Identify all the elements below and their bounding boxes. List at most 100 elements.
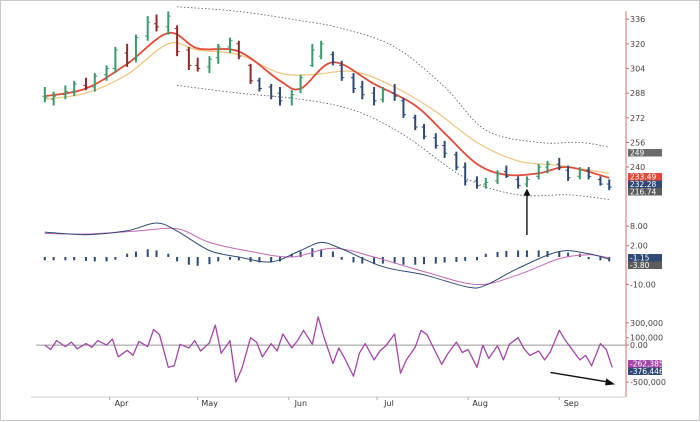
ohlc-bar — [577, 167, 583, 180]
macd-histogram-bar — [505, 250, 508, 257]
macd-histogram-bar — [340, 257, 343, 260]
macd-histogram-bar — [105, 257, 108, 262]
macd-histogram-bar — [373, 257, 376, 265]
macd-histogram-bar — [93, 257, 96, 262]
price-tick-label: 240 — [630, 163, 645, 172]
ohlc-bar — [62, 85, 68, 100]
fast-average-line — [44, 31, 610, 179]
ohlc-bar — [227, 37, 233, 54]
ohlc-bar — [133, 34, 139, 63]
ohlc-bar — [71, 80, 77, 97]
macd-value-label-bg — [628, 261, 662, 269]
macd-histogram-bar — [537, 250, 540, 257]
macd-histogram-bar — [73, 257, 76, 261]
price-value-label: 216.74 — [630, 187, 656, 196]
macd-histogram-bar — [134, 251, 137, 257]
ohlc-bar — [206, 56, 212, 74]
macd-histogram-bar — [126, 253, 129, 257]
ohlc-bar — [371, 86, 377, 106]
down-arrow-icon — [605, 378, 616, 386]
macd-histogram-bar — [176, 257, 179, 262]
oscillator-value-label: -376,446.5 — [630, 367, 671, 376]
macd-histogram-bar — [167, 253, 170, 257]
price-tick-label: 256 — [630, 138, 645, 147]
macd-histogram-bar — [599, 257, 602, 261]
lower-envelope-line — [177, 85, 610, 200]
macd-tick-label: 2.00 — [630, 242, 648, 251]
ohlc-bar — [515, 176, 521, 189]
ohlc-bar — [495, 170, 501, 185]
ohlc-bar — [277, 86, 283, 106]
macd-histogram-bar — [525, 250, 528, 257]
macd-histogram-bar — [484, 253, 487, 257]
month-label: Sep — [564, 399, 579, 408]
price-value-label: 232.28 — [630, 180, 656, 189]
price-tick-label: 336 — [630, 15, 645, 24]
oscillator-value-label-bg — [628, 360, 662, 368]
macd-histogram-bar — [567, 252, 570, 257]
ohlc-bar — [154, 14, 160, 32]
month-label: Jun — [294, 399, 308, 408]
up-arrow-icon — [523, 188, 531, 196]
macd-line — [44, 222, 610, 289]
macd-histogram-bar — [423, 257, 426, 265]
right-axis — [31, 11, 627, 398]
ohlc-bar — [597, 176, 603, 186]
macd-histogram-bar — [290, 253, 293, 257]
ohlc-bar — [298, 74, 304, 94]
macd-value-label-bg — [628, 254, 662, 262]
macd-histogram-bar — [208, 257, 211, 265]
macd-histogram-bar — [393, 257, 396, 264]
macd-histogram-bar — [258, 257, 261, 263]
month-labels: Apr May Jun Jul Aug Sep — [108, 397, 579, 408]
ohlc-bar — [556, 157, 562, 171]
macd-histogram-bar — [455, 257, 458, 262]
macd-histogram-bar — [187, 257, 190, 265]
ohlc-bar — [104, 65, 110, 81]
ohlc-bar — [462, 162, 468, 186]
month-label: May — [201, 399, 218, 408]
macd-histogram-bar — [402, 257, 405, 265]
ohlc-bar — [215, 43, 221, 64]
macd-histogram-bar — [320, 249, 323, 257]
ohlc-bar — [51, 91, 57, 106]
macd-histogram-bar — [331, 251, 334, 257]
ohlc-bar — [433, 133, 439, 149]
ohlc-bar — [380, 86, 386, 103]
ohlc-bar — [524, 176, 530, 188]
price-value-label-bg — [628, 173, 662, 181]
month-label: Jul — [383, 399, 394, 408]
price-tick-label: 320 — [630, 40, 645, 49]
ohlc-bar — [400, 97, 406, 118]
macd-tick-label: 8.00 — [630, 222, 648, 231]
macd-histogram-bar — [217, 257, 220, 262]
macd-histogram-bar — [114, 257, 117, 260]
oscillator-tick-label: 0.00 — [630, 341, 648, 350]
macd-histogram-bar — [587, 257, 590, 260]
price-value-label-bg — [628, 180, 662, 188]
ohlc-bar — [350, 73, 356, 94]
ohlc-bar — [145, 16, 151, 41]
macd-histogram-bar — [414, 257, 417, 265]
ohlc-bar — [412, 114, 418, 131]
macd-histogram-bar — [155, 250, 158, 257]
ohlc-bar — [92, 73, 98, 92]
ohlc-bar — [83, 77, 89, 91]
ohlc-bar — [503, 165, 509, 178]
ohlc-bar — [268, 83, 274, 100]
ohlc-bar — [565, 165, 571, 181]
oscillator-value-label: -262,385.4 — [630, 359, 671, 368]
macd-histogram-bar — [381, 257, 384, 264]
macd-panel: 8.00 2.00 -10.00 -1.15-3.80 — [43, 222, 662, 290]
price-value-label: 233.49 — [630, 172, 656, 181]
ohlc-bar — [236, 40, 242, 60]
ohlc-bar — [248, 63, 254, 84]
macd-histogram-bar — [434, 257, 437, 264]
price-value-label-bg — [628, 188, 662, 196]
ohlc-bar — [453, 151, 459, 171]
ohlc-bar — [42, 86, 48, 103]
macd-histogram-bar — [361, 257, 364, 264]
oscillator-tick-label: 100,000 — [630, 334, 663, 343]
ohlc-bar — [309, 43, 315, 67]
ohlc-bar — [186, 46, 192, 71]
